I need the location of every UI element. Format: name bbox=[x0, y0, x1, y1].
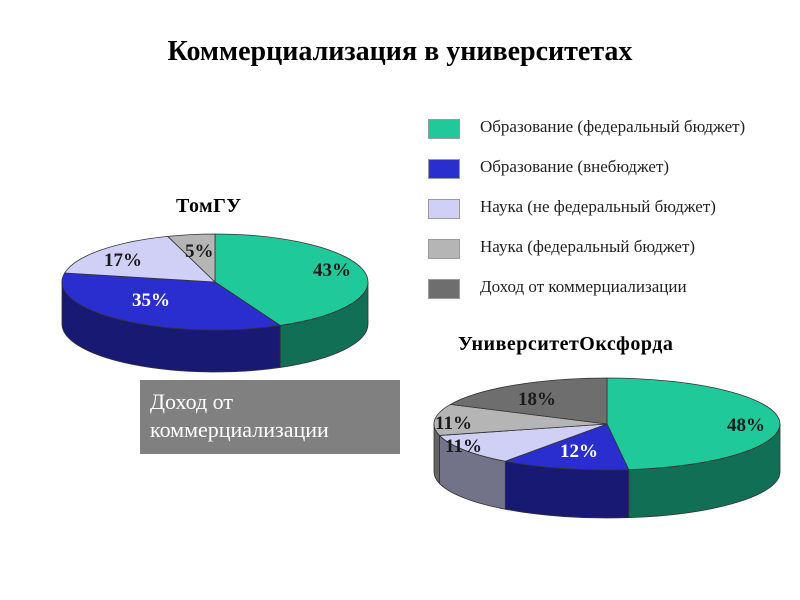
pie-slice bbox=[61, 272, 282, 331]
chart-title-oxford: УниверситетОксфорда bbox=[458, 333, 674, 355]
legend-label: Образование (федеральный бюджет) bbox=[480, 117, 746, 136]
pie-slice bbox=[214, 233, 369, 326]
pie-data-label: 35% bbox=[132, 290, 170, 311]
pie-slice bbox=[438, 423, 608, 462]
legend-label: Образование (внебюджет) bbox=[480, 157, 670, 176]
pie-slice bbox=[64, 235, 217, 283]
callout-box: Доход от коммерциализации bbox=[140, 380, 400, 454]
legend-swatch bbox=[428, 159, 460, 179]
pie-data-label: 43% bbox=[313, 260, 351, 281]
pie-slice bbox=[166, 233, 216, 283]
pie-slice bbox=[606, 377, 781, 471]
pie-data-label: 12% bbox=[560, 441, 598, 462]
legend-label: Наука (не федеральный бюджет) bbox=[480, 197, 716, 216]
legend-label: Доход от коммерциализации bbox=[480, 277, 687, 296]
pie-data-label: 11% bbox=[445, 436, 482, 457]
page-title: Коммерциализация в университетах bbox=[167, 36, 633, 67]
pie-slice bbox=[503, 423, 630, 471]
pie-data-label: 18% bbox=[518, 389, 556, 410]
pie-slice bbox=[449, 377, 608, 425]
legend-swatch bbox=[428, 199, 460, 219]
pie-data-label: 17% bbox=[104, 250, 142, 271]
legend-swatch bbox=[428, 279, 460, 299]
pie-data-label: 48% bbox=[727, 415, 765, 436]
pie-data-label: 11% bbox=[435, 413, 472, 434]
pie-data-label: 5% bbox=[185, 241, 214, 262]
legend-swatch bbox=[428, 239, 460, 259]
chart-title-tomsk: ТомГУ bbox=[176, 195, 242, 217]
legend-label: Наука (федеральный бюджет) bbox=[480, 237, 696, 256]
legend-swatch bbox=[428, 119, 460, 139]
pie-slice bbox=[433, 404, 608, 436]
